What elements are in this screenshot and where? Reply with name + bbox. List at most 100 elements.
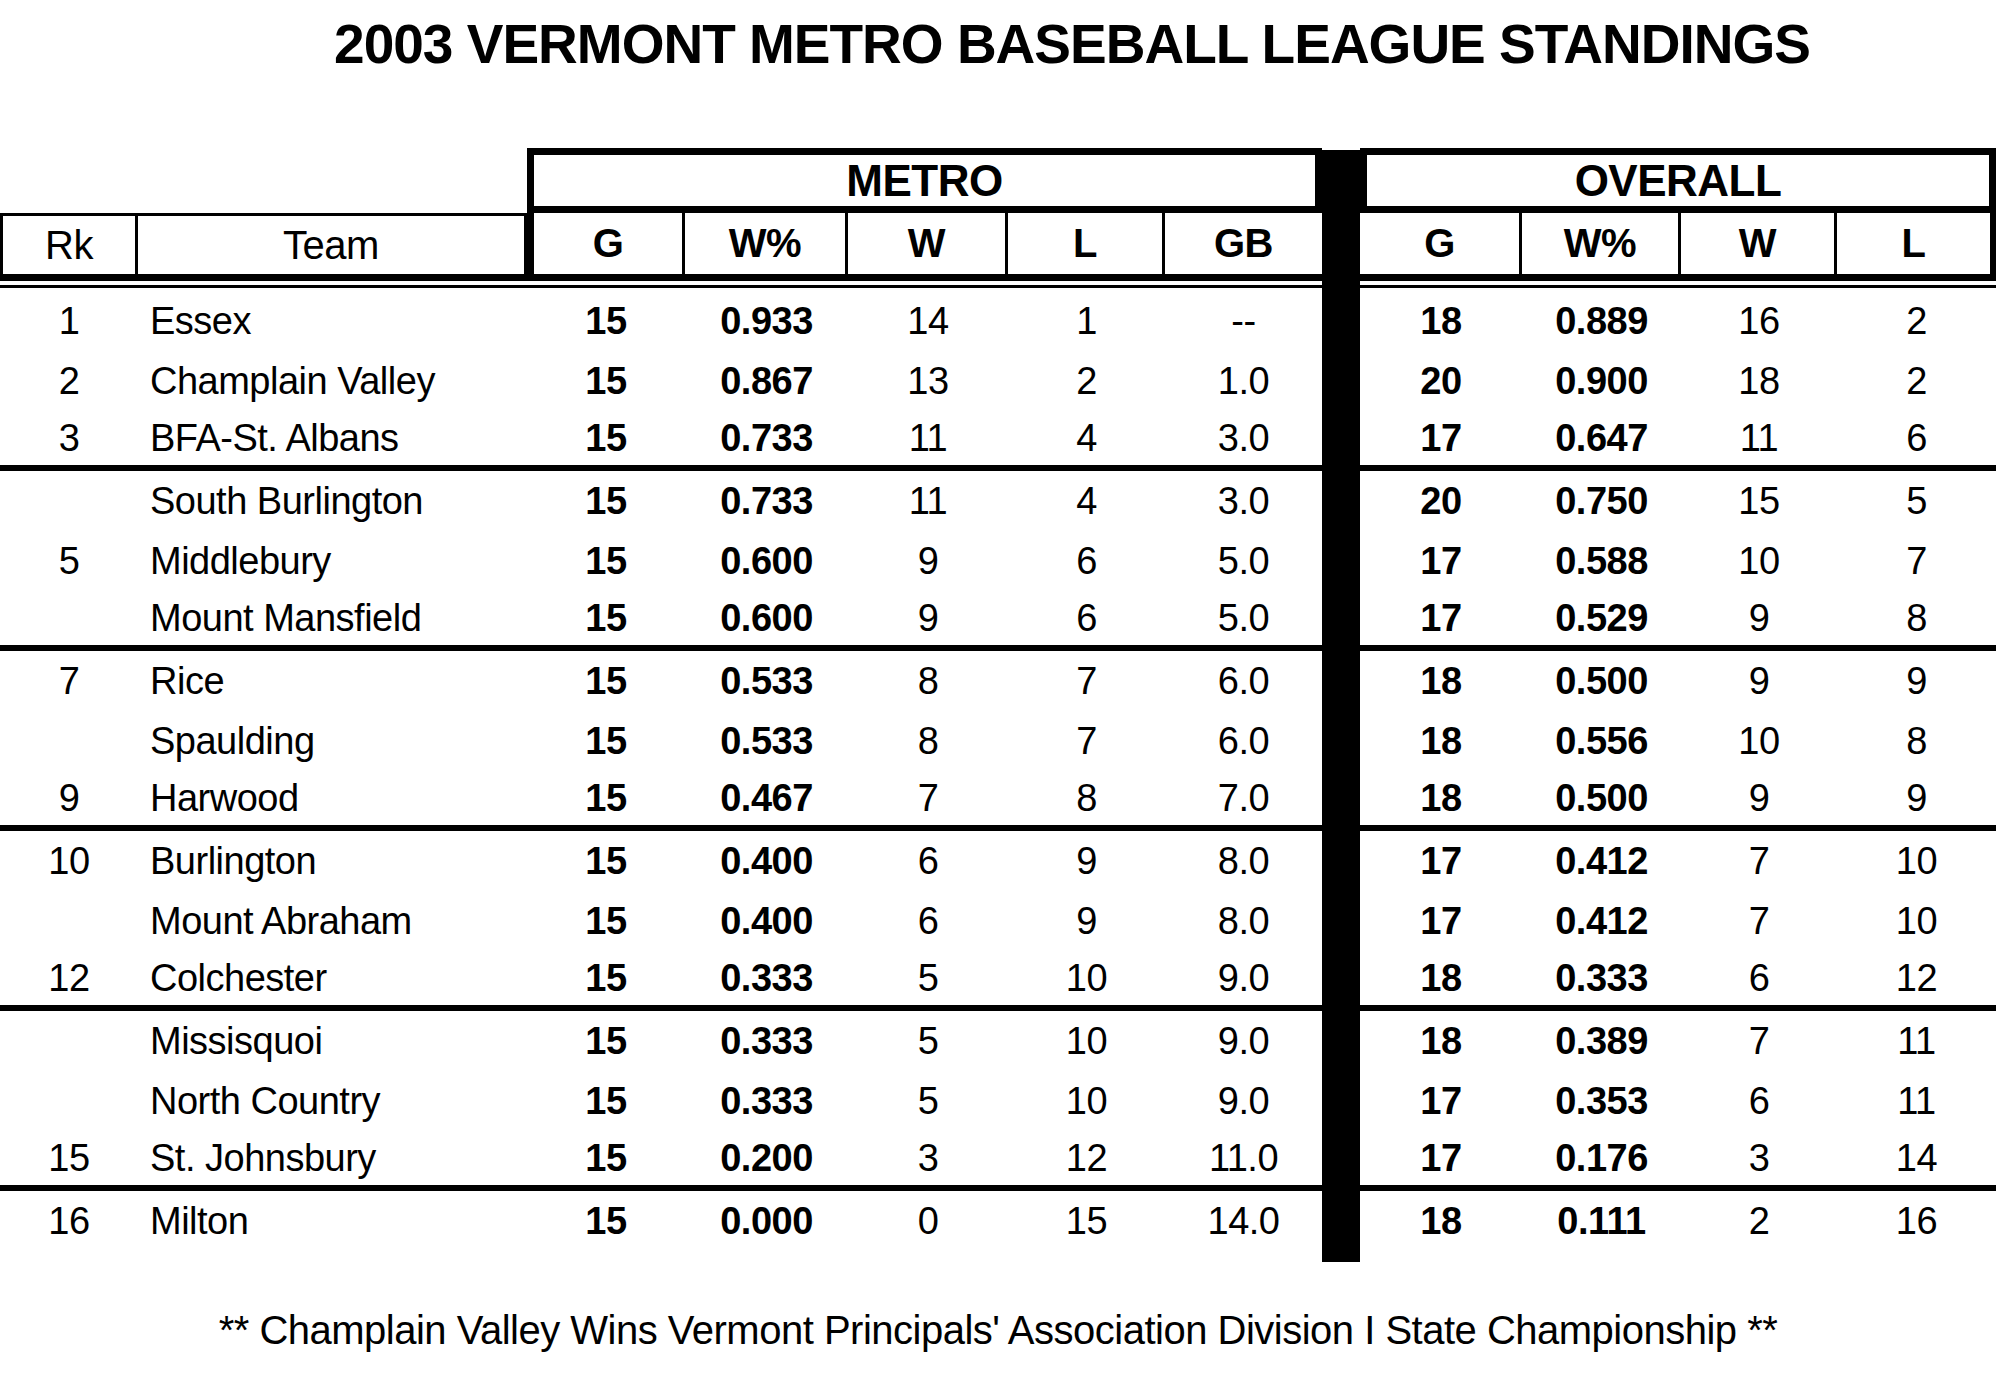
cell-overall-games: 18 [1360, 777, 1522, 820]
column-header-overall-losses: L [1837, 213, 1996, 277]
table-row: 9Harwood150.467787.0180.50099 [0, 771, 1996, 831]
cell-games-behind: 11.0 [1165, 1137, 1322, 1180]
cell-overall-winpct: 0.389 [1522, 1020, 1681, 1063]
header-double-rule [0, 277, 1996, 288]
cell-overall-wins: 6 [1681, 957, 1837, 1000]
cell-overall-games: 17 [1360, 417, 1522, 460]
cell-metro-winpct: 0.600 [685, 540, 848, 583]
cell-games-behind: 9.0 [1165, 1080, 1322, 1123]
cell-overall-wins: 11 [1681, 417, 1837, 460]
cell-team: Spaulding [138, 720, 527, 763]
cell-metro-wins: 8 [848, 660, 1008, 703]
column-header-games-behind: GB [1165, 213, 1322, 277]
cell-metro-wins: 11 [848, 480, 1008, 523]
cell-metro-losses: 8 [1008, 777, 1165, 820]
cell-metro-wins: 5 [848, 1020, 1008, 1063]
cell-team: Rice [138, 660, 527, 703]
cell-metro-losses: 4 [1008, 480, 1165, 523]
cell-metro-games: 15 [527, 957, 685, 1000]
cell-rank: 12 [0, 957, 138, 1000]
cell-metro-losses: 7 [1008, 660, 1165, 703]
cell-overall-games: 17 [1360, 1137, 1522, 1180]
cell-games-behind: 5.0 [1165, 540, 1322, 583]
cell-overall-wins: 3 [1681, 1137, 1837, 1180]
cell-team: Missisquoi [138, 1020, 527, 1063]
cell-metro-winpct: 0.533 [685, 720, 848, 763]
cell-games-behind: 14.0 [1165, 1200, 1322, 1243]
cell-metro-losses: 9 [1008, 840, 1165, 883]
cell-metro-losses: 7 [1008, 720, 1165, 763]
cell-overall-losses: 8 [1837, 720, 1996, 763]
column-header-team: Team [138, 213, 527, 277]
cell-metro-losses: 10 [1008, 957, 1165, 1000]
table-row: Missisquoi150.3335109.0180.389711 [0, 1011, 1996, 1071]
cell-overall-losses: 8 [1837, 597, 1996, 640]
cell-games-behind: 5.0 [1165, 597, 1322, 640]
cell-rank: 15 [0, 1137, 138, 1180]
cell-overall-losses: 10 [1837, 840, 1996, 883]
cell-metro-winpct: 0.000 [685, 1200, 848, 1243]
cell-rank: 16 [0, 1200, 138, 1243]
cell-overall-games: 17 [1360, 540, 1522, 583]
cell-metro-winpct: 0.467 [685, 777, 848, 820]
cell-overall-losses: 11 [1837, 1080, 1996, 1123]
cell-metro-losses: 15 [1008, 1200, 1165, 1243]
cell-metro-games: 15 [527, 720, 685, 763]
cell-overall-wins: 9 [1681, 777, 1837, 820]
cell-metro-wins: 11 [848, 417, 1008, 460]
cell-metro-games: 15 [527, 900, 685, 943]
cell-games-behind: 3.0 [1165, 480, 1322, 523]
cell-rank: 5 [0, 540, 138, 583]
cell-overall-losses: 5 [1837, 480, 1996, 523]
cell-overall-winpct: 0.750 [1522, 480, 1681, 523]
cell-metro-games: 15 [527, 480, 685, 523]
table-row: Mount Abraham150.400698.0170.412710 [0, 891, 1996, 951]
table-row: 16Milton150.00001514.0180.111216 [0, 1191, 1996, 1251]
cell-overall-wins: 10 [1681, 540, 1837, 583]
cell-team: South Burlington [138, 480, 527, 523]
cell-overall-wins: 2 [1681, 1200, 1837, 1243]
group-header-metro-label: METRO [846, 156, 1002, 206]
cell-metro-wins: 5 [848, 1080, 1008, 1123]
cell-overall-wins: 7 [1681, 900, 1837, 943]
table-row: 3BFA-St. Albans150.7331143.0170.647116 [0, 411, 1996, 471]
cell-metro-wins: 13 [848, 360, 1008, 403]
cell-overall-wins: 9 [1681, 597, 1837, 640]
group-header-overall: OVERALL [1360, 148, 1996, 213]
cell-overall-losses: 12 [1837, 957, 1996, 1000]
cell-team: Harwood [138, 777, 527, 820]
cell-games-behind: 1.0 [1165, 360, 1322, 403]
cell-overall-games: 17 [1360, 597, 1522, 640]
cell-metro-winpct: 0.733 [685, 417, 848, 460]
cell-games-behind: 9.0 [1165, 957, 1322, 1000]
cell-overall-winpct: 0.500 [1522, 777, 1681, 820]
cell-overall-losses: 10 [1837, 900, 1996, 943]
cell-overall-winpct: 0.333 [1522, 957, 1681, 1000]
cell-metro-games: 15 [527, 777, 685, 820]
cell-overall-wins: 6 [1681, 1080, 1837, 1123]
cell-overall-games: 17 [1360, 840, 1522, 883]
cell-metro-winpct: 0.867 [685, 360, 848, 403]
cell-metro-losses: 10 [1008, 1080, 1165, 1123]
cell-games-behind: 8.0 [1165, 840, 1322, 883]
cell-overall-games: 20 [1360, 360, 1522, 403]
cell-overall-winpct: 0.111 [1522, 1200, 1681, 1243]
column-header-overall-wins: W [1681, 213, 1837, 277]
cell-metro-losses: 2 [1008, 360, 1165, 403]
column-header-metro-losses: L [1008, 213, 1165, 277]
cell-overall-winpct: 0.412 [1522, 900, 1681, 943]
cell-metro-wins: 14 [848, 300, 1008, 343]
cell-metro-games: 15 [527, 597, 685, 640]
cell-overall-losses: 2 [1837, 360, 1996, 403]
cell-metro-games: 15 [527, 540, 685, 583]
cell-overall-winpct: 0.176 [1522, 1137, 1681, 1180]
table-row: 1Essex150.933141--180.889162 [0, 291, 1996, 351]
cell-metro-winpct: 0.600 [685, 597, 848, 640]
cell-overall-losses: 6 [1837, 417, 1996, 460]
cell-metro-losses: 6 [1008, 540, 1165, 583]
table-row: 10Burlington150.400698.0170.412710 [0, 831, 1996, 891]
column-header-metro-winpct: W% [685, 213, 848, 277]
cell-overall-winpct: 0.889 [1522, 300, 1681, 343]
cell-overall-losses: 9 [1837, 777, 1996, 820]
cell-metro-wins: 9 [848, 597, 1008, 640]
